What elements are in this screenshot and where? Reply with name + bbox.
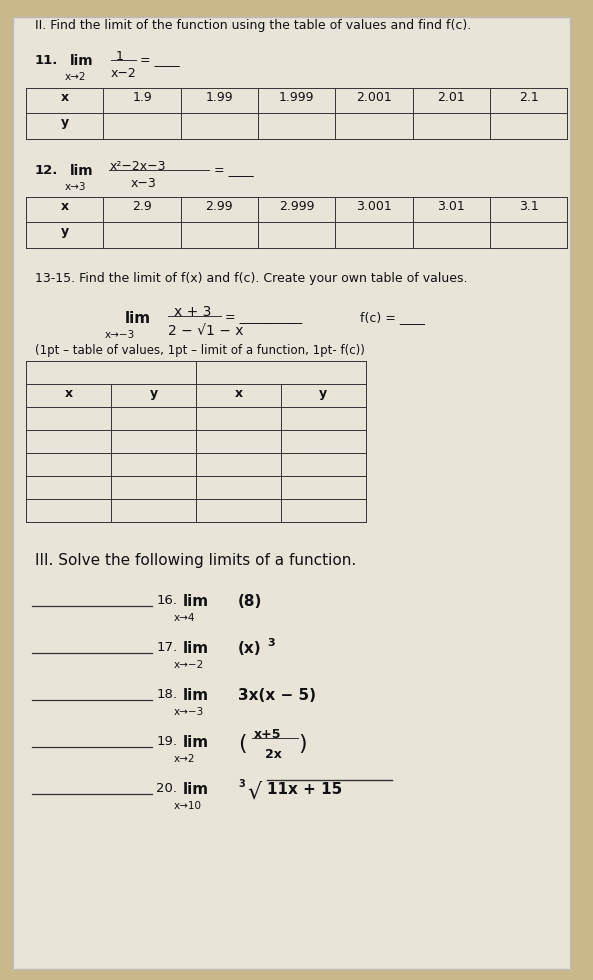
- Text: lim: lim: [183, 688, 209, 704]
- Text: 1.999: 1.999: [279, 91, 314, 104]
- Text: lim: lim: [125, 312, 151, 326]
- Text: 11x + 15: 11x + 15: [267, 782, 343, 798]
- Text: 12.: 12.: [35, 165, 58, 177]
- Text: 11.: 11.: [35, 54, 58, 68]
- FancyBboxPatch shape: [13, 17, 569, 968]
- Text: 2.001: 2.001: [356, 91, 392, 104]
- Text: x: x: [60, 200, 69, 213]
- Text: 3.001: 3.001: [356, 200, 392, 213]
- Text: lim: lim: [70, 54, 94, 69]
- Text: lim: lim: [183, 594, 209, 610]
- Text: 3: 3: [238, 779, 245, 789]
- Text: 13-15. Find the limit of f(x) and f(c). Create your own table of values.: 13-15. Find the limit of f(x) and f(c). …: [35, 272, 467, 285]
- Text: x: x: [60, 91, 69, 104]
- Text: 19.: 19.: [156, 735, 177, 749]
- Text: x−3: x−3: [130, 177, 156, 190]
- Text: = ____: = ____: [213, 165, 253, 177]
- Text: 16.: 16.: [156, 594, 177, 608]
- Text: y: y: [60, 117, 69, 129]
- Text: x + 3: x + 3: [174, 306, 212, 319]
- Text: 3.01: 3.01: [438, 200, 465, 213]
- Text: (: (: [238, 734, 247, 755]
- Text: x→−2: x→−2: [174, 660, 204, 669]
- Text: lim: lim: [183, 735, 209, 751]
- Text: 3.1: 3.1: [519, 200, 538, 213]
- Text: x−2: x−2: [111, 67, 137, 80]
- Text: 2 − √1 − x: 2 − √1 − x: [168, 323, 243, 338]
- Text: II. Find the limit of the function using the table of values and find f(c).: II. Find the limit of the function using…: [35, 19, 471, 31]
- Text: = ____: = ____: [141, 54, 180, 68]
- Text: x→2: x→2: [64, 72, 86, 81]
- Text: y: y: [319, 387, 327, 400]
- Text: 17.: 17.: [156, 641, 177, 655]
- Text: y: y: [149, 387, 158, 400]
- Text: 2.9: 2.9: [132, 200, 152, 213]
- Text: lim: lim: [70, 165, 94, 178]
- Text: x²−2x−3: x²−2x−3: [109, 161, 166, 173]
- Text: (8): (8): [238, 594, 263, 610]
- Text: (1pt – table of values, 1pt – limit of a function, 1pt- f(c)): (1pt – table of values, 1pt – limit of a…: [35, 344, 365, 357]
- Text: 2.999: 2.999: [279, 200, 314, 213]
- Text: x→−3: x→−3: [174, 707, 204, 716]
- Text: 2.99: 2.99: [206, 200, 233, 213]
- Text: 1.99: 1.99: [206, 91, 233, 104]
- Text: √: √: [247, 782, 262, 803]
- Text: 3x(x − 5): 3x(x − 5): [238, 688, 316, 704]
- Text: 18.: 18.: [156, 688, 177, 702]
- Text: (x): (x): [238, 641, 262, 657]
- Text: x: x: [65, 387, 73, 400]
- Text: 2.1: 2.1: [519, 91, 538, 104]
- Text: 3: 3: [267, 638, 275, 648]
- Text: x→3: x→3: [64, 181, 86, 192]
- Text: x+5: x+5: [253, 728, 281, 742]
- Text: lim: lim: [183, 782, 209, 798]
- Text: 20.: 20.: [156, 782, 177, 796]
- Text: lim: lim: [183, 641, 209, 657]
- Text: x→10: x→10: [174, 801, 202, 810]
- Text: y: y: [60, 225, 69, 238]
- Text: f(c) = ____: f(c) = ____: [360, 312, 425, 324]
- Text: x→4: x→4: [174, 612, 195, 622]
- Text: III. Solve the following limits of a function.: III. Solve the following limits of a fun…: [35, 553, 356, 568]
- Text: 2.01: 2.01: [438, 91, 465, 104]
- Text: x→2: x→2: [174, 754, 195, 763]
- Text: 1.9: 1.9: [132, 91, 152, 104]
- Text: 2x: 2x: [265, 748, 282, 760]
- Text: ): ): [298, 734, 307, 755]
- Text: 1: 1: [115, 50, 123, 64]
- Text: x→−3: x→−3: [105, 329, 135, 339]
- Text: = __________: = __________: [225, 312, 302, 324]
- Text: x: x: [234, 387, 243, 400]
